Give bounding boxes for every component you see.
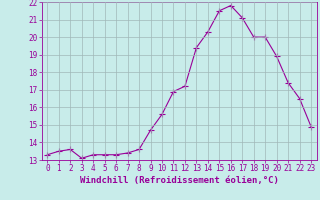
X-axis label: Windchill (Refroidissement éolien,°C): Windchill (Refroidissement éolien,°C) [80, 176, 279, 185]
